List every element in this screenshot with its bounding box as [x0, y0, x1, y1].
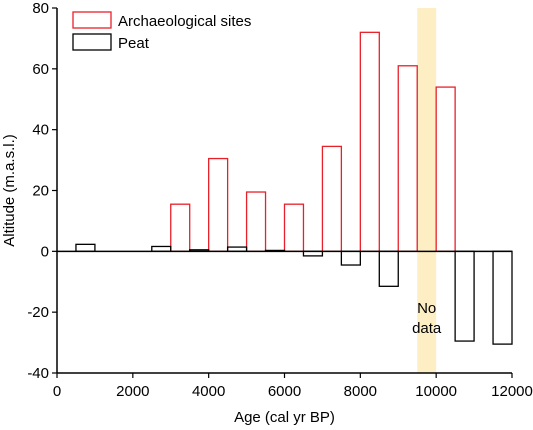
y-tick-label: -20 [27, 304, 49, 321]
y-tick-label: 20 [32, 183, 49, 200]
y-tick-label: 0 [41, 243, 49, 260]
y-axis-title: Altitude (m.a.s.l.) [1, 134, 18, 247]
archaeological-bar-3 [283, 203, 305, 252]
peat-bar-8 [454, 250, 475, 342]
y-tick-label: 40 [32, 122, 49, 139]
x-tick-label: 4000 [192, 383, 225, 400]
peat-bar-7 [378, 250, 399, 287]
tick-labels-group: -40 -20 0 20 40 60 80 0 2000 4000 6000 8000 10000 120… [27, 0, 533, 400]
y-tick-label: -40 [27, 365, 49, 382]
no-data-label-line: No [417, 300, 436, 317]
no-data-band-group [417, 8, 437, 373]
archaeological-bar-1 [208, 157, 229, 252]
x-tick-label: 0 [53, 383, 61, 400]
archaeological-bar-5 [359, 31, 380, 252]
archaeological-bar-2 [245, 191, 267, 252]
no-data-note: No data [412, 300, 442, 337]
legend-swatch-1 [72, 33, 112, 51]
legend-label-1: Peat [118, 35, 150, 52]
peat-bar-0 [75, 243, 96, 252]
legend-swatch-0 [72, 11, 112, 29]
legend-label-0: Archaeological sites [118, 13, 251, 30]
y-tick-label: 60 [32, 61, 49, 78]
no-data-label-line: data [412, 320, 442, 337]
peat-bar-9 [492, 250, 513, 345]
legend: Archaeological sites Peat [72, 11, 251, 52]
x-tick-label: 6000 [268, 383, 301, 400]
archaeological-bar-6 [397, 65, 418, 252]
archaeological-bar-7 [435, 86, 456, 252]
archaeological-bar-0 [170, 203, 191, 252]
bars-group [75, 31, 513, 345]
archaeological-bar-4 [321, 145, 343, 252]
x-tick-label: 2000 [116, 383, 149, 400]
peat-bar-6 [340, 250, 361, 266]
axes-group [52, 7, 513, 378]
x-tick-label: 10000 [415, 383, 457, 400]
x-tick-label: 12000 [491, 383, 533, 400]
y-tick-label: 80 [32, 0, 49, 17]
x-tick-label: 8000 [344, 383, 377, 400]
no-data-band [417, 8, 437, 373]
x-axis-title: Age (cal yr BP) [234, 409, 335, 426]
